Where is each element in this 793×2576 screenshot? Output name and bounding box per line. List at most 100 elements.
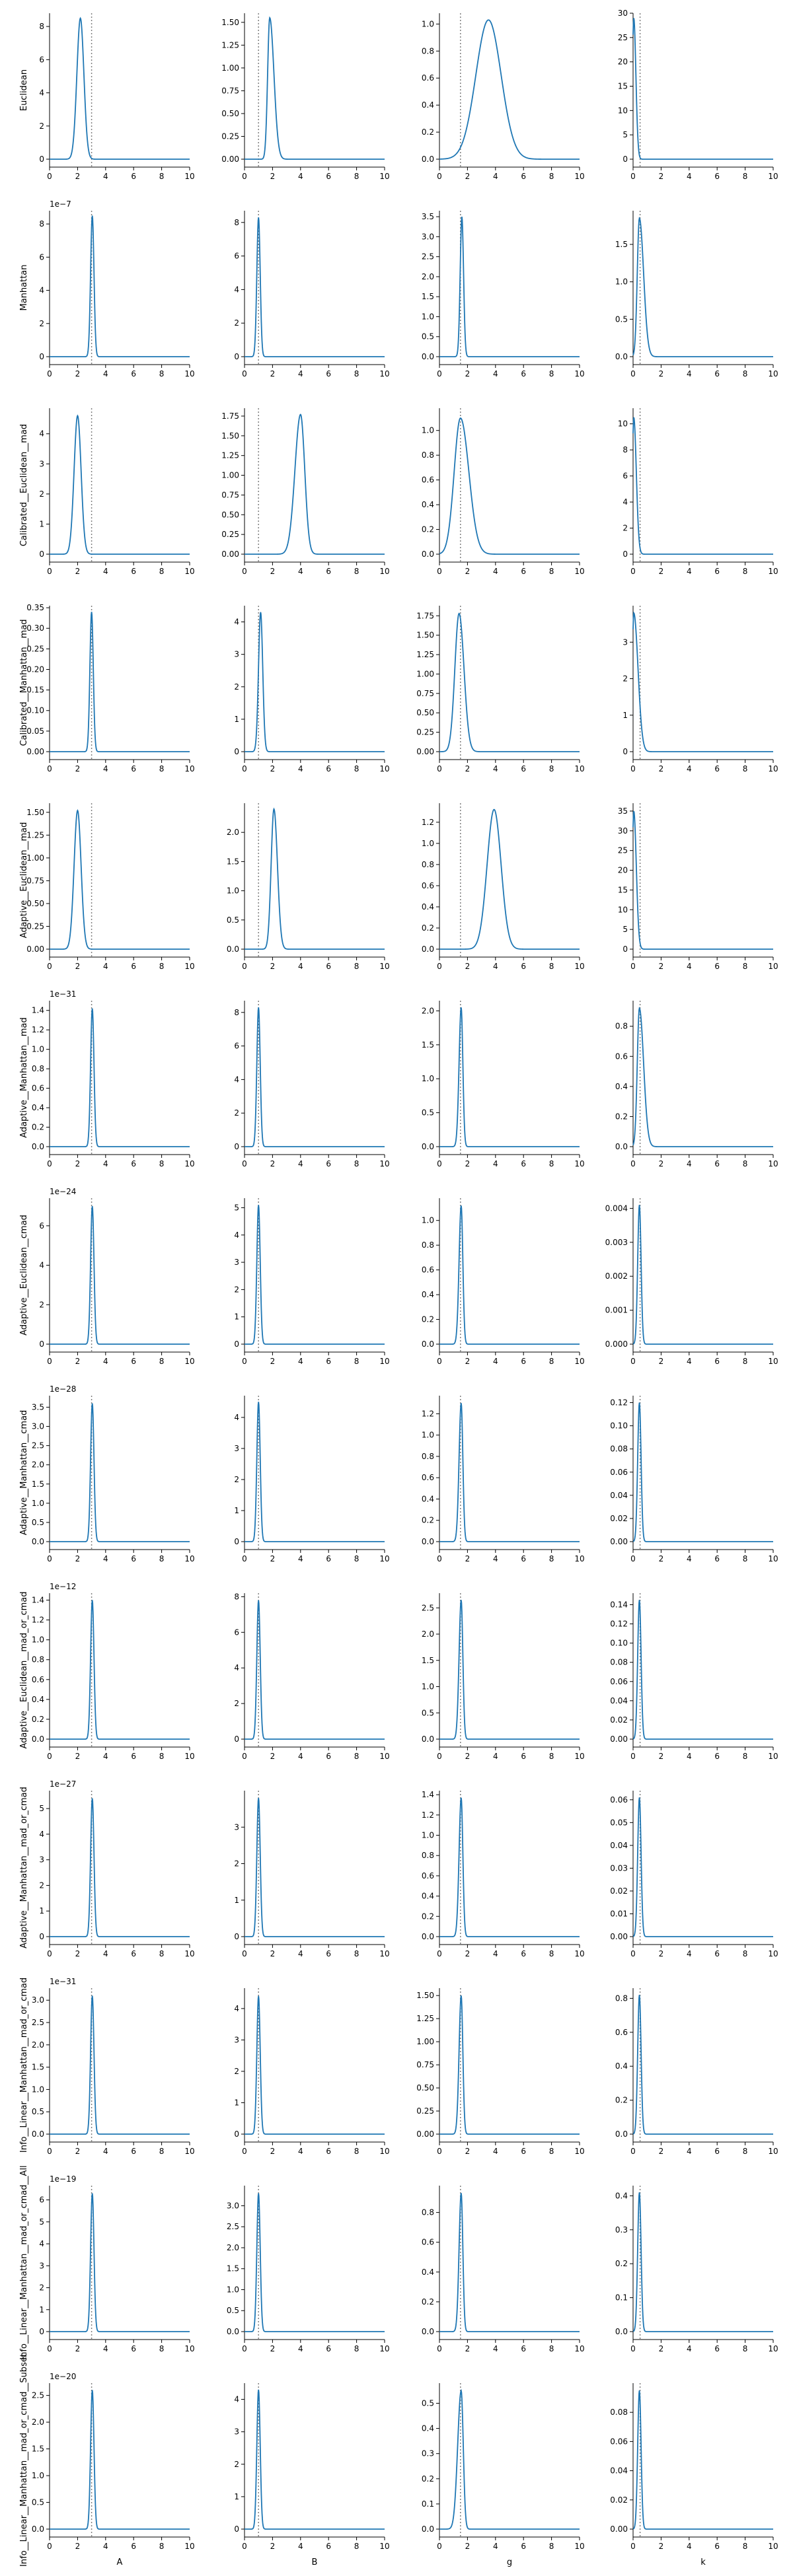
y-tick-label: 3: [234, 1444, 239, 1453]
panel-8-g: 0 2 4 6 8 10 0.0 0.5 1.0 1.5 2.0 2.5: [422, 1593, 585, 1761]
x-tick-label: 4: [687, 1554, 692, 1563]
x-tick-label: 6: [714, 1159, 720, 1168]
density-line: [632, 1600, 773, 1740]
x-tick-label: 0: [47, 2344, 52, 2353]
y-tick-label: 1.0: [422, 839, 434, 848]
x-tick-label: 8: [354, 2344, 359, 2353]
panel-0-k: 0 2 4 6 8 10 0 5 10 15 20 25 30: [618, 9, 778, 181]
density-line: [439, 808, 580, 950]
x-tick-label: 10: [379, 2542, 389, 2551]
x-tick-label: 2: [465, 567, 471, 576]
y-tick-label: 6: [234, 252, 239, 261]
y-tick-label: 0.4: [615, 1082, 628, 1091]
y-tick-label: 0: [234, 2524, 239, 2534]
y-tick-label: 0.5: [422, 1108, 434, 1118]
y-tick-label: 1.5: [422, 1656, 434, 1665]
x-tick-label: 6: [521, 1949, 526, 1958]
y-tick-label: 1.0: [422, 1074, 434, 1083]
x-tick-label: 4: [493, 2542, 498, 2551]
x-tick-label: 10: [184, 172, 194, 181]
x-tick-label: 6: [326, 764, 331, 773]
y-tick-label: 0.3: [615, 2225, 628, 2235]
x-tick-label: 2: [270, 1949, 276, 1958]
density-line: [439, 1797, 580, 1937]
y-tick-label: 1.0: [422, 19, 434, 28]
x-tick-label: 10: [379, 1752, 389, 1761]
panel-2-g: 0 2 4 6 8 10 0.0 0.2 0.4 0.6 0.8 1.0: [422, 408, 585, 576]
y-tick-label: 0.00: [221, 550, 239, 559]
x-tick-label: 8: [354, 567, 359, 576]
y-tick-label: 2.0: [227, 828, 239, 837]
y-tick-label: 0.30: [26, 624, 44, 633]
y-tick-label: 2: [39, 319, 44, 328]
y-tick-label: 8: [234, 1592, 239, 1601]
x-tick-label: 2: [75, 1554, 81, 1563]
y-tick-label: 0: [623, 747, 628, 756]
y-tick-label: 4: [39, 429, 44, 439]
x-tick-label: 6: [521, 2147, 526, 2156]
x-tick-label: 2: [75, 1357, 81, 1366]
y-tick-label: 0.01: [610, 1909, 628, 1918]
y-tick-label: 0.2: [32, 1715, 44, 1724]
x-tick-label: 4: [298, 962, 303, 971]
column-label-B: B: [312, 2558, 318, 2567]
x-tick-label: 10: [379, 962, 389, 971]
x-tick-label: 0: [630, 2542, 636, 2551]
y-tick-label: 0.05: [26, 727, 44, 736]
y-tick-label: 3: [234, 2427, 239, 2437]
y-tick-label: 0.4: [422, 2268, 434, 2277]
y-tick-label: 1.0: [32, 2471, 44, 2480]
density-line: [439, 1600, 580, 1740]
y-tick-label: 0.3: [422, 2449, 434, 2458]
y-tick-label: 0.6: [422, 73, 434, 83]
y-tick-label: 0.8: [615, 1993, 628, 2003]
y-tick-label: 0.4: [422, 500, 434, 509]
x-tick-label: 2: [465, 1752, 471, 1761]
y-tick-label: 2.5: [422, 1603, 434, 1612]
y-tick-label: 0.0: [422, 2327, 434, 2336]
y-tick-label: 8: [39, 219, 44, 229]
y-tick-label: 1.0: [422, 312, 434, 321]
y-tick-label: 6: [39, 2196, 44, 2205]
y-tick-label: 0.75: [416, 2060, 434, 2069]
y-tick-label: 0.00: [416, 2129, 434, 2139]
x-tick-label: 4: [298, 369, 303, 378]
y-tick-label: 1.75: [221, 411, 239, 421]
y-tick-label: 0.8: [422, 2208, 434, 2217]
x-tick-label: 4: [493, 962, 498, 971]
x-tick-label: 8: [743, 2542, 748, 2551]
x-tick-label: 6: [131, 1357, 136, 1366]
y-tick-label: 3: [39, 1855, 44, 1865]
y-offset-label: 1e−24: [50, 1187, 76, 1196]
density-line: [632, 18, 773, 160]
x-tick-label: 8: [743, 1752, 748, 1761]
y-tick-label: 10: [618, 905, 628, 914]
y-tick-label: 0: [234, 747, 239, 756]
y-tick-label: 0.25: [416, 728, 434, 737]
x-tick-label: 10: [768, 1949, 778, 1958]
y-tick-label: 0.0: [422, 1142, 434, 1151]
y-tick-label: 0.0: [422, 2524, 434, 2534]
y-tick-label: 1: [623, 711, 628, 720]
x-tick-label: 0: [437, 1357, 442, 1366]
panel-1-B: 0 2 4 6 8 10 0 2 4 6 8: [234, 211, 390, 378]
x-tick-label: 2: [270, 764, 276, 773]
x-tick-label: 6: [714, 567, 720, 576]
y-tick-label: 4: [234, 1413, 239, 1422]
x-tick-label: 10: [768, 2344, 778, 2353]
x-tick-label: 0: [242, 2147, 247, 2156]
panel-5-A: 0 2 4 6 8 10 0.0 0.2 0.4 0.6 0.8 1.0 1.2 1.4 1e−31: [32, 989, 195, 1168]
x-tick-label: 6: [131, 2344, 136, 2353]
y-tick-label: 0: [39, 1340, 44, 1349]
y-tick-label: 3.5: [32, 1402, 44, 1412]
x-tick-label: 6: [326, 567, 331, 576]
y-tick-label: 0.10: [610, 1639, 628, 1648]
y-tick-label: 0.25: [416, 2106, 434, 2116]
x-tick-label: 0: [437, 1752, 442, 1761]
x-tick-label: 10: [184, 2147, 194, 2156]
y-tick-label: 3.0: [32, 1995, 44, 2005]
density-line: [632, 2192, 773, 2332]
panel-1-A: 0 2 4 6 8 10 0 2 4 6 8 1e−7: [39, 199, 194, 378]
x-tick-label: 0: [437, 1949, 442, 1958]
y-tick-label: 1: [234, 1506, 239, 1515]
